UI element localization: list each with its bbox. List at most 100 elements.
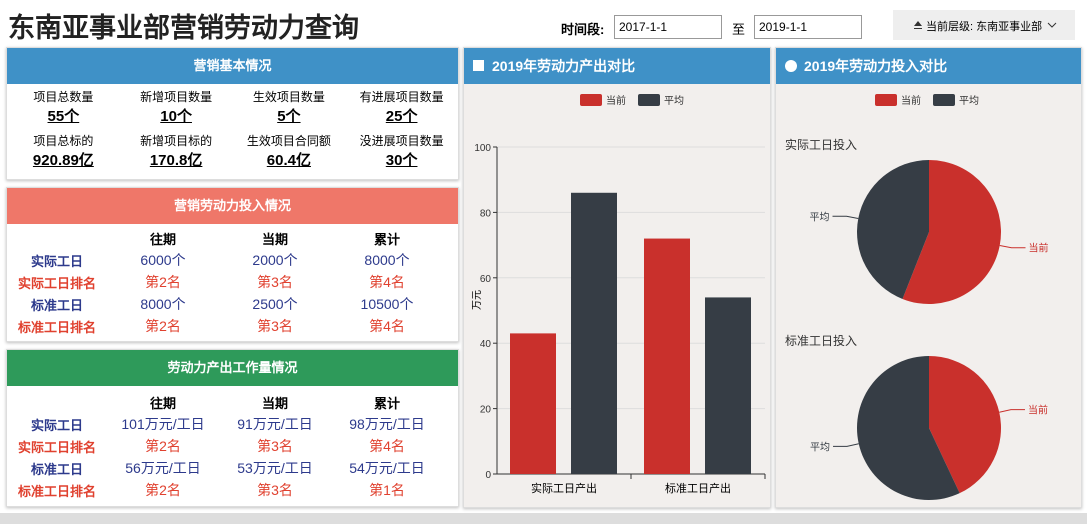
stat: 有进展项目数量 25个 [345,88,458,132]
stat-value: 10个 [160,108,192,125]
stat-value: 170.8亿 [149,152,203,169]
pie-panel: 2019年劳动力投入对比 [775,47,1082,508]
start-date-input[interactable]: 2017-1-1 [614,15,722,39]
eject-icon [914,21,922,29]
row: 标准工日排名 第2名 第3名 第1名 [7,479,443,501]
stat-value: 30个 [385,152,418,169]
row: 标准工日排名 第2名 第3名 第4名 [7,315,443,337]
stat-label: 项目总数量 [33,90,94,104]
panel-title: 劳动力产出工作量情况 [167,360,298,375]
row: 标准工日 56万元/工日 53万元/工日 54万元/工日 [7,457,443,479]
column-header: 累计 [373,395,400,411]
cell: 8000个 [140,296,186,312]
row-label: 实际工日排名 [17,275,96,291]
stat-label: 新增项目标的 [140,134,213,148]
row-label: 标准工日排名 [17,319,96,335]
row-label: 标准工日 [30,461,83,477]
column-header: 当期 [261,231,288,247]
stat-label: 项目总标的 [33,134,94,148]
cell: 8000个 [364,252,410,268]
stat-label: 生效项目合同额 [246,134,331,148]
corner [7,227,107,249]
cell: 56万元/工日 [125,460,201,476]
column-header: 往期 [149,395,176,411]
cell: 第4名 [369,438,405,454]
column-header: 累计 [373,231,400,247]
panel-title: 营销劳动力投入情况 [173,198,291,213]
row-label: 实际工日 [30,417,83,433]
bar-panel: 2019年劳动力产出对比 [463,47,771,508]
cell: 第3名 [257,438,293,454]
basic-grid: 项目总数量 55个 新增项目数量 10个 生效项目数量 5个 有进展项目数量 25个项目总标的… [7,84,458,176]
cell: 第1名 [369,482,405,498]
output-panel: 劳动力产出工作量情况 往期 当期 累计实际工日 101万元/工日 91万元/工日 98万元… [6,349,459,507]
column-header: 往期 [149,231,176,247]
stat-label: 生效项目数量 [252,90,325,104]
cell: 第3名 [257,274,293,290]
stat-value: 920.89亿 [32,152,94,169]
panel-header: 2019年劳动力产出对比 [464,48,770,84]
cell: 2000个 [252,252,298,268]
stat: 生效项目数量 5个 [233,88,346,132]
stat-value: 55个 [47,108,80,125]
footer-bar [0,513,1087,524]
panel-title: 2019年劳动力产出对比 [492,58,636,74]
to-label: 至 [732,22,746,37]
input-panel: 营销劳动力投入情况 往期 当期 累计 实际工日 6000个 2000个 8000个 实际工日排… [6,187,459,342]
stat-value: 25个 [385,108,418,125]
cell: 第2名 [145,318,181,334]
cell: 第2名 [145,482,181,498]
cell: 第4名 [369,274,405,290]
column-header: 当期 [261,395,288,411]
end-date-input[interactable]: 2019-1-1 [754,15,862,39]
cell: 第3名 [257,318,293,334]
cell: 2500个 [252,296,298,312]
cell: 10500个 [360,296,414,312]
stat-value: 60.4亿 [266,152,311,169]
cell: 第2名 [145,438,181,454]
stat: 没进展项目数量 30个 [345,132,458,176]
stat: 新增项目标的 170.8亿 [120,132,233,176]
cell: 6000个 [140,252,186,268]
stat-label: 有进展项目数量 [359,90,444,104]
row-label: 实际工日排名 [17,439,96,455]
panel-title: 营销基本情况 [193,58,272,73]
period-label: 时间段: [561,22,605,37]
row-label: 标准工日排名 [17,483,96,499]
chevron-icon [1047,22,1057,28]
header-row: 往期 当期 累计 [7,227,443,249]
stat: 生效项目合同额 60.4亿 [233,132,346,176]
stat-label: 新增项目数量 [140,90,213,104]
output-table: 往期 当期 累计 实际工日 101万元/工日 91万元/工日 98万元/工日 实际工日排名 第2… [7,391,443,501]
row: 实际工日 6000个 2000个 8000个 [7,249,443,271]
row: 实际工日排名 第2名 第3名 第4名 [7,435,443,457]
cell: 第4名 [369,318,405,334]
stat-label: 没进展项目数量 [359,134,444,148]
page-title: 东南亚事业部营销劳动力查询 [8,13,359,43]
row-label: 标准工日 [30,297,83,313]
header-row: 往期 当期 累计 [7,391,443,413]
basic-panel: 营销基本情况 项目总数量 55个 新增项目数量 10个 生效项目数量 5个 有进展项目数量 2… [6,47,459,180]
corner [7,391,107,413]
panel-header: 营销劳动力投入情况 [7,188,458,224]
cell: 91万元/工日 [237,416,313,432]
level-label: 当前层级: 东南亚事业部 [926,21,1043,33]
row: 实际工日排名 第2名 第3名 第4名 [7,271,443,293]
input-table: 往期 当期 累计 实际工日 6000个 2000个 8000个 实际工日排名 第2名 第3名 第4名… [7,227,443,337]
row: 标准工日 8000个 2500个 10500个 [7,293,443,315]
row-label: 实际工日 [30,253,83,269]
stat-value: 5个 [277,108,301,125]
panel-header: 营销基本情况 [7,48,458,84]
panel-header: 2019年劳动力投入对比 [776,48,1081,84]
row: 实际工日 101万元/工日 91万元/工日 98万元/工日 [7,413,443,435]
cell: 第3名 [257,482,293,498]
level-dropdown[interactable]: 当前层级: 东南亚事业部 [893,10,1075,40]
cell: 第2名 [145,274,181,290]
cell: 101万元/工日 [121,416,205,432]
stat: 项目总数量 55个 [7,88,120,132]
panel-title: 2019年劳动力投入对比 [804,58,948,74]
stat: 项目总标的 920.89亿 [7,132,120,176]
cell: 98万元/工日 [349,416,425,432]
cell: 54万元/工日 [349,460,425,476]
